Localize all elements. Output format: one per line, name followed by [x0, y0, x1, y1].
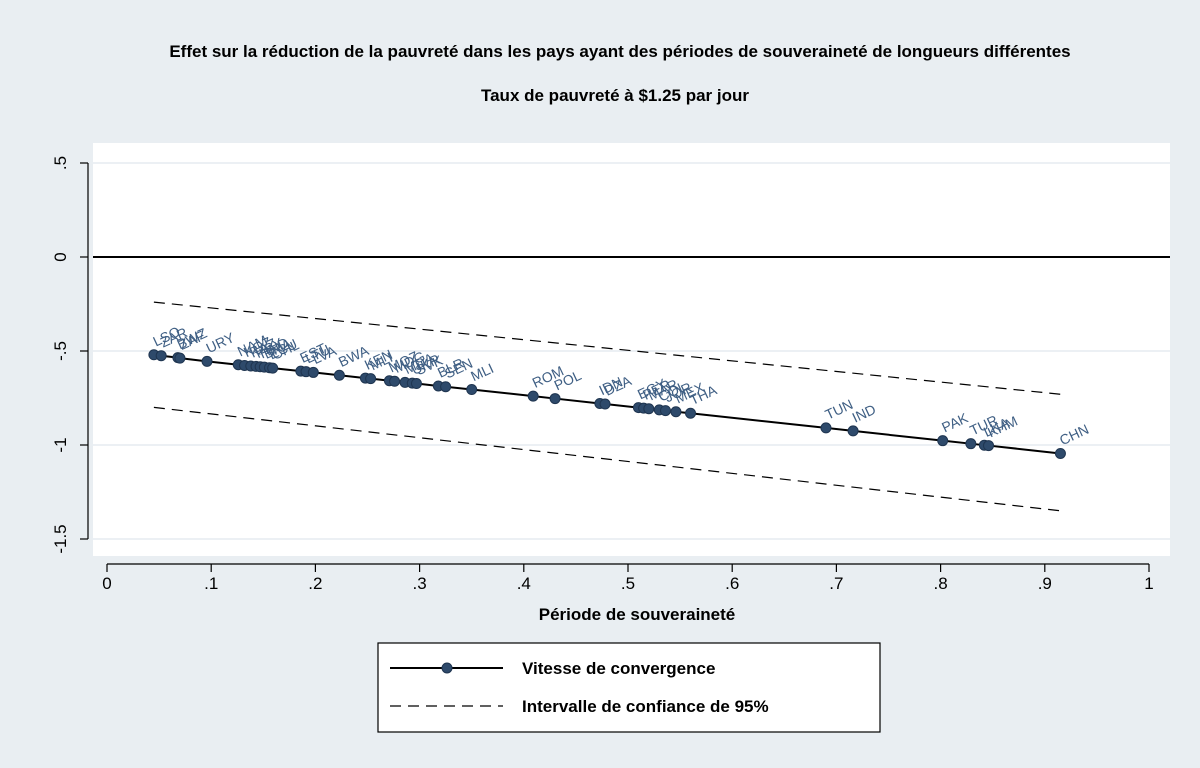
ci-lower-line — [153, 406, 1061, 512]
point-12 — [267, 362, 279, 374]
point-23 — [410, 378, 422, 390]
ci-upper-line — [153, 301, 1061, 395]
y-tick-label-4: -1.5 — [51, 524, 70, 553]
x-tick-label-10: 1 — [1144, 574, 1153, 593]
point-26 — [466, 384, 478, 396]
point-35 — [660, 405, 672, 417]
point-18 — [365, 373, 377, 385]
legend-label-confidence: Intervalle de confiance de 95% — [522, 697, 769, 716]
point-41 — [965, 438, 977, 450]
point-16 — [333, 369, 345, 381]
axes: .5 0 -.5 -1 -1.5 0 .1 .2 .3 .4 .5 .6 .7 .8 .9 1 — [51, 156, 1154, 593]
x-axis-label: Période de souveraineté — [539, 605, 736, 624]
x-tick-label-3: .3 — [413, 574, 427, 593]
point-39 — [847, 425, 859, 437]
point-37 — [685, 407, 697, 419]
legend: Vitesse de convergence Intervalle de con… — [377, 642, 881, 733]
chart-subtitle: Taux de pauvreté à $1.25 par jour — [481, 86, 749, 105]
point-33 — [643, 403, 655, 415]
point-43 — [983, 440, 995, 452]
point-28 — [549, 393, 561, 405]
legend-swatch-marker — [441, 662, 453, 674]
y-tick-label-1: 0 — [51, 252, 70, 261]
y-tick-label-2: -.5 — [51, 341, 70, 361]
point-20 — [389, 375, 401, 387]
x-tick-label-7: .7 — [829, 574, 843, 593]
point-36 — [670, 406, 682, 418]
x-tick-label-2: .2 — [308, 574, 322, 593]
point-1 — [155, 350, 167, 362]
y-tick-label-0: .5 — [51, 156, 70, 170]
x-tick-label-9: .9 — [1038, 574, 1052, 593]
y-tick-label-3: -1 — [51, 437, 70, 452]
x-tick-label-8: .8 — [934, 574, 948, 593]
chart-title: Effet sur la réduction de la pauvreté da… — [169, 42, 1070, 61]
plot-area — [93, 143, 1170, 556]
x-tick-label-4: .4 — [517, 574, 531, 593]
x-tick-label-0: 0 — [102, 574, 111, 593]
point-25 — [440, 381, 452, 393]
legend-label-convergence: Vitesse de convergence — [522, 659, 715, 678]
point-15 — [307, 366, 319, 378]
point-30 — [599, 398, 611, 410]
point-4 — [201, 355, 213, 367]
point-3 — [174, 352, 186, 364]
legend-box — [377, 642, 881, 733]
gridlines — [93, 162, 1170, 540]
x-tick-label-5: .5 — [621, 574, 635, 593]
x-tick-label-6: .6 — [725, 574, 739, 593]
point-40 — [937, 435, 949, 447]
point-27 — [527, 390, 539, 402]
x-tick-label-1: .1 — [204, 574, 218, 593]
point-38 — [820, 422, 832, 434]
point-44 — [1054, 447, 1066, 459]
